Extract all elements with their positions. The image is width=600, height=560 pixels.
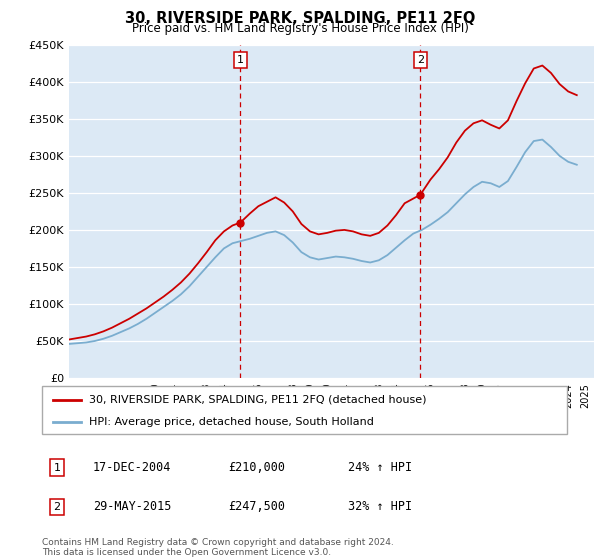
- Text: 2: 2: [53, 502, 61, 512]
- Text: 29-MAY-2015: 29-MAY-2015: [93, 500, 172, 514]
- Text: 2: 2: [417, 55, 424, 65]
- Text: HPI: Average price, detached house, South Holland: HPI: Average price, detached house, Sout…: [89, 417, 374, 427]
- Text: 30, RIVERSIDE PARK, SPALDING, PE11 2FQ: 30, RIVERSIDE PARK, SPALDING, PE11 2FQ: [125, 11, 475, 26]
- Text: £247,500: £247,500: [228, 500, 285, 514]
- Text: Contains HM Land Registry data © Crown copyright and database right 2024.
This d: Contains HM Land Registry data © Crown c…: [42, 538, 394, 557]
- Text: 1: 1: [53, 463, 61, 473]
- Text: Price paid vs. HM Land Registry's House Price Index (HPI): Price paid vs. HM Land Registry's House …: [131, 22, 469, 35]
- Text: 24% ↑ HPI: 24% ↑ HPI: [348, 461, 412, 474]
- Text: £210,000: £210,000: [228, 461, 285, 474]
- Text: 30, RIVERSIDE PARK, SPALDING, PE11 2FQ (detached house): 30, RIVERSIDE PARK, SPALDING, PE11 2FQ (…: [89, 395, 427, 405]
- Text: 1: 1: [237, 55, 244, 65]
- Text: 32% ↑ HPI: 32% ↑ HPI: [348, 500, 412, 514]
- Text: 17-DEC-2004: 17-DEC-2004: [93, 461, 172, 474]
